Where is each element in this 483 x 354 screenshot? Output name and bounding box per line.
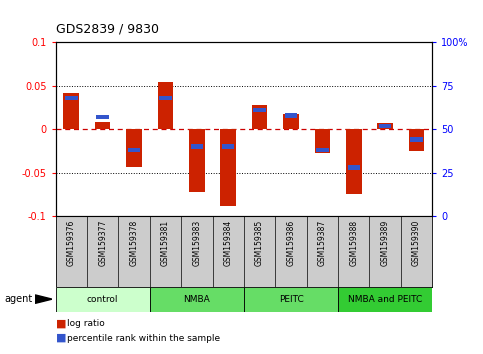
Text: GSM159384: GSM159384 xyxy=(224,219,233,266)
Text: ■: ■ xyxy=(56,319,66,329)
Text: GSM159376: GSM159376 xyxy=(67,219,76,266)
Text: GSM159387: GSM159387 xyxy=(318,219,327,266)
Bar xyxy=(338,287,432,312)
Bar xyxy=(150,287,244,312)
Polygon shape xyxy=(35,295,52,303)
Bar xyxy=(253,108,266,112)
Bar xyxy=(409,129,425,151)
Bar xyxy=(189,129,205,192)
Bar xyxy=(252,105,268,129)
Text: GSM159383: GSM159383 xyxy=(192,219,201,266)
Bar xyxy=(56,287,150,312)
Text: NMBA and PEITC: NMBA and PEITC xyxy=(348,295,422,304)
Bar xyxy=(314,129,330,154)
Bar xyxy=(244,287,338,312)
Text: PEITC: PEITC xyxy=(279,295,303,304)
Text: GSM159378: GSM159378 xyxy=(129,219,139,266)
Text: GSM159377: GSM159377 xyxy=(98,219,107,266)
Text: ■: ■ xyxy=(56,333,66,343)
Bar xyxy=(348,165,360,170)
Bar xyxy=(377,123,393,129)
Text: NMBA: NMBA xyxy=(184,295,210,304)
Text: agent: agent xyxy=(5,294,33,304)
Text: GSM159386: GSM159386 xyxy=(286,219,296,266)
Bar xyxy=(379,124,391,128)
Bar xyxy=(316,148,329,152)
Bar xyxy=(157,82,173,129)
Bar xyxy=(285,113,298,118)
Bar xyxy=(63,93,79,129)
Bar xyxy=(346,129,362,194)
Bar xyxy=(411,137,423,142)
Text: percentile rank within the sample: percentile rank within the sample xyxy=(67,333,220,343)
Text: log ratio: log ratio xyxy=(67,319,104,329)
Bar xyxy=(283,114,299,129)
Bar xyxy=(65,96,78,100)
Bar xyxy=(126,129,142,167)
Bar xyxy=(128,148,141,152)
Bar xyxy=(220,129,236,206)
Text: GSM159388: GSM159388 xyxy=(349,219,358,266)
Bar xyxy=(95,122,111,129)
Bar xyxy=(159,96,172,100)
Text: GSM159385: GSM159385 xyxy=(255,219,264,266)
Text: GSM159389: GSM159389 xyxy=(381,219,390,266)
Text: GDS2839 / 9830: GDS2839 / 9830 xyxy=(56,22,158,35)
Bar xyxy=(190,144,203,149)
Text: GSM159390: GSM159390 xyxy=(412,219,421,266)
Text: GSM159381: GSM159381 xyxy=(161,219,170,266)
Bar xyxy=(222,144,235,149)
Text: control: control xyxy=(87,295,118,304)
Bar xyxy=(97,115,109,119)
